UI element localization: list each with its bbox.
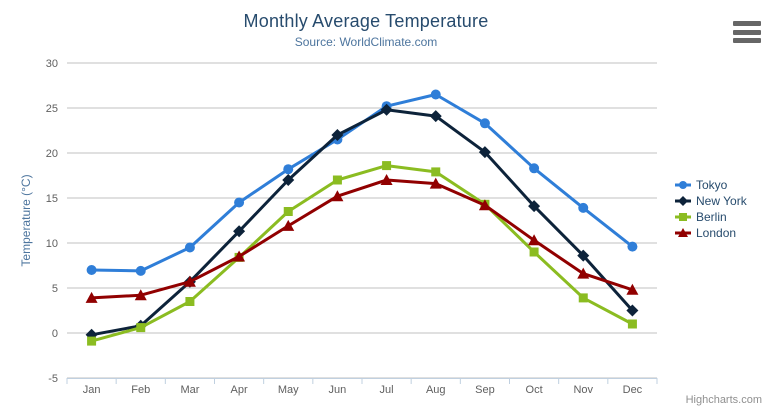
y-tick-label: 10 [46,238,58,250]
series-point-new-york[interactable] [528,200,541,213]
series-point-berlin[interactable] [283,207,293,216]
series-point-london[interactable] [233,250,246,262]
series-point-london[interactable] [626,283,639,295]
x-tick-label: Apr [231,384,248,396]
x-tick-label: Jan [83,384,101,396]
y-axis-title: Temperature (°C) [19,174,33,266]
series-line-london [90,178,634,300]
series-point-tokyo[interactable] [135,265,146,276]
series-point-tokyo[interactable] [283,164,294,175]
series-point-berlin[interactable] [382,161,392,171]
legend-marker-triangle-icon [675,228,691,237]
series-point-london[interactable] [134,289,147,301]
export-menu-button[interactable] [733,21,761,43]
x-tick-label: Dec [623,384,643,396]
legend-marker-diamond-icon [675,196,691,206]
series-point-new-york[interactable] [282,174,295,186]
series-point-new-york[interactable] [626,304,639,317]
series-point-london[interactable] [331,190,344,202]
series-point-new-york[interactable] [233,225,246,238]
y-tick-label: 30 [46,58,58,70]
legend-item-tokyo[interactable]: Tokyo [675,177,747,193]
series-point-tokyo[interactable] [529,163,540,174]
x-tick-label: Jul [380,384,394,396]
x-tick-label: Jun [329,384,347,396]
series-point-berlin[interactable] [578,293,588,303]
legend-marker-square-icon [675,213,691,221]
y-tick-label: 0 [52,328,58,340]
legend-item-label: New York [696,194,747,208]
hamburger-icon [733,29,761,35]
x-tick-label: Feb [131,384,150,396]
series-point-london[interactable] [85,291,98,303]
legend-item-label: London [696,226,737,240]
series-point-new-york[interactable] [380,103,393,116]
series-line-berlin [90,164,634,343]
x-tick-label: Nov [573,384,593,396]
series-point-berlin[interactable] [87,336,97,346]
legend-item-berlin[interactable]: Berlin [675,209,747,225]
hamburger-icon [733,38,761,43]
legend-item-new-york[interactable]: New York [675,193,747,209]
series-point-tokyo[interactable] [578,202,589,213]
y-tick-label: 5 [52,283,58,295]
series-point-berlin[interactable] [332,175,342,185]
credits-link[interactable]: Highcharts.com [685,394,762,406]
series-point-tokyo[interactable] [627,241,638,252]
series-point-berlin[interactable] [431,167,441,177]
series-point-berlin[interactable] [529,247,539,257]
series-point-london[interactable] [528,234,541,246]
legend-item-label: Berlin [696,210,727,224]
y-tick-label: -5 [48,373,58,385]
series-point-tokyo[interactable] [184,242,195,253]
series-point-tokyo[interactable] [86,265,97,275]
legend: Tokyo New York Berlin London [675,177,747,241]
series-point-london[interactable] [380,174,393,185]
x-tick-label: Mar [180,384,199,396]
series-point-new-york[interactable] [331,129,344,141]
x-tick-label: Sep [475,384,495,396]
series-point-berlin[interactable] [136,323,146,333]
series-point-berlin[interactable] [185,297,195,306]
series-point-london[interactable] [429,177,442,189]
legend-marker-circle-icon [675,181,691,189]
legend-item-label: Tokyo [696,178,728,192]
series-point-berlin[interactable] [627,319,637,329]
series-point-tokyo[interactable] [234,197,245,208]
series-point-new-york[interactable] [478,146,491,159]
series-point-new-york[interactable] [429,110,442,123]
series-point-tokyo[interactable] [479,118,490,129]
chart-subtitle: Source: WorldClimate.com [294,35,438,49]
hamburger-icon [733,21,761,26]
y-tick-label: 15 [46,193,58,205]
series-point-london[interactable] [577,267,590,279]
series-point-new-york[interactable] [577,249,590,262]
legend-item-london[interactable]: London [675,225,747,241]
x-tick-label: Aug [426,384,446,396]
x-tick-label: Oct [526,384,543,396]
series-point-london[interactable] [478,199,491,211]
series-point-tokyo[interactable] [430,89,441,100]
y-tick-label: 20 [46,148,58,160]
y-tick-label: 25 [46,103,58,115]
series-point-london[interactable] [183,275,196,287]
series-point-london[interactable] [282,219,295,231]
series-line-new-york [90,108,634,337]
chart-title: Monthly Average Temperature [243,11,489,31]
x-tick-label: May [278,384,299,396]
